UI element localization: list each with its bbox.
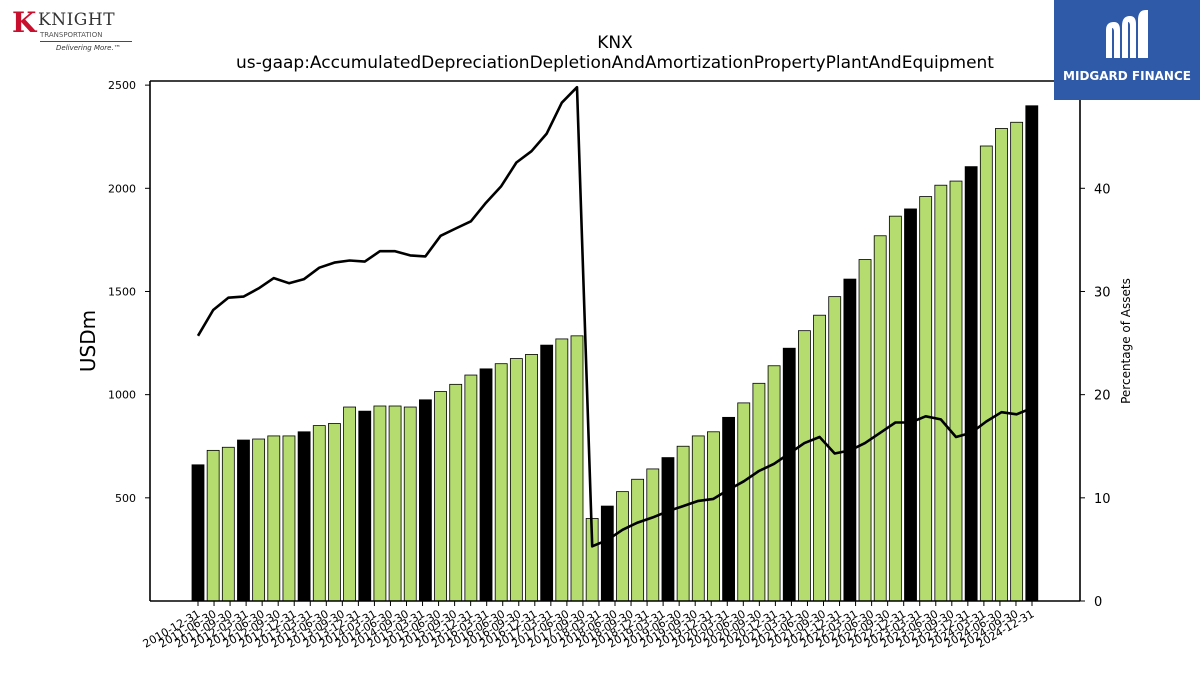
bar-2024-06-30 — [1010, 121, 1024, 602]
bar-2013-06-30 — [343, 406, 357, 602]
knight-logo-rule — [40, 41, 132, 42]
knight-transportation-logo: K KNIGHT TRANSPORTATION Delivering More.… — [12, 8, 132, 56]
bar-2016-09-30 — [540, 344, 554, 602]
y2-tick-label: 40 — [1094, 182, 1111, 197]
bar-2017-09-30 — [600, 505, 614, 602]
axes-layer: 5001000150020002500010203040502010-12-31… — [108, 79, 1111, 650]
bar-2012-06-30 — [282, 435, 296, 602]
bar-2016-03-31 — [509, 358, 523, 602]
bar-2011-12-31 — [252, 438, 266, 602]
y-axis-label: USDm — [76, 310, 100, 372]
bar-2019-03-31 — [691, 435, 705, 602]
y-tick-label: 2000 — [108, 182, 136, 195]
bar-2017-03-31 — [570, 335, 584, 602]
y2-tick-label: 10 — [1094, 492, 1111, 507]
bar-2015-03-31 — [449, 383, 463, 602]
y-tick-label: 2500 — [108, 79, 136, 92]
bar-2011-06-30 — [221, 446, 235, 602]
bar-2020-12-31 — [798, 330, 811, 602]
midgard-finance-logo: MIDGARD FINANCE — [1054, 0, 1200, 100]
bar-2018-06-30 — [646, 468, 660, 602]
bar-2020-03-31 — [752, 382, 766, 602]
bar-2020-09-30 — [782, 347, 796, 602]
line-layer — [196, 85, 1033, 548]
bar-2012-09-30 — [297, 431, 311, 602]
bar-2013-09-30 — [358, 410, 372, 602]
bar-2024-03-31 — [995, 128, 1008, 602]
bar-2014-12-31 — [434, 391, 447, 602]
bar-2015-09-30 — [479, 368, 493, 602]
bar-2019-12-31 — [737, 402, 751, 602]
bar-2014-06-30 — [403, 406, 417, 602]
bar-2019-06-30 — [707, 431, 720, 602]
midgard-mark-icon — [1106, 10, 1148, 58]
bar-2017-12-31 — [616, 491, 629, 602]
bar-2016-06-30 — [525, 354, 538, 602]
y-tick-label: 1000 — [108, 389, 136, 402]
chart-title: KNX — [597, 33, 633, 53]
bar-2018-03-31 — [631, 478, 645, 602]
bar-2018-12-31 — [676, 445, 690, 602]
percentage-line — [196, 85, 1033, 548]
y2-axis-label: Percentage of Assets — [1119, 278, 1133, 404]
bar-2024-09-30 — [1025, 105, 1039, 602]
knight-logo-sub: TRANSPORTATION — [40, 31, 103, 39]
bar-2012-12-31 — [312, 425, 326, 602]
bar-2023-06-30 — [949, 180, 963, 602]
bar-2023-09-30 — [964, 166, 978, 602]
bar-2021-12-31 — [858, 259, 872, 602]
y2-tick-label: 30 — [1094, 285, 1111, 300]
bar-2022-03-31 — [873, 235, 887, 602]
bar-2013-12-31 — [373, 405, 387, 602]
y2-tick-label: 20 — [1094, 389, 1111, 404]
chart-subtitle: us-gaap:AccumulatedDepreciationDepletion… — [236, 53, 994, 73]
bar-2015-12-31 — [494, 363, 508, 602]
bar-2018-09-30 — [661, 457, 675, 602]
bar-2021-09-30 — [843, 278, 857, 602]
bar-2020-06-30 — [767, 365, 781, 602]
bar-2022-06-30 — [888, 215, 902, 602]
bar-2014-03-31 — [388, 405, 402, 602]
bar-2014-09-30 — [418, 399, 432, 602]
bar-2013-03-31 — [328, 423, 341, 602]
knight-k-mark: K — [12, 6, 37, 39]
bar-2015-06-30 — [464, 374, 478, 602]
bar-2023-12-31 — [979, 145, 993, 602]
y2-tick-label: 0 — [1094, 595, 1102, 610]
bar-2021-03-31 — [813, 314, 826, 602]
bar-2010-12-31 — [191, 464, 205, 602]
bar-2019-09-30 — [722, 416, 735, 602]
midgard-logo-name: MIDGARD FINANCE — [1063, 69, 1191, 83]
knight-logo-name: KNIGHT — [38, 10, 116, 30]
knight-logo-tagline: Delivering More.™ — [56, 44, 121, 52]
bar-2016-12-31 — [555, 338, 569, 602]
bars-layer — [191, 105, 1039, 602]
bar-2022-12-31 — [919, 196, 933, 602]
y-tick-label: 1500 — [108, 285, 136, 298]
bar-2011-09-30 — [237, 439, 250, 602]
bar-2022-09-30 — [904, 208, 917, 602]
bar-2011-03-31 — [206, 449, 220, 602]
bar-2023-03-31 — [934, 184, 948, 602]
y-tick-label: 500 — [115, 492, 136, 505]
bar-2012-03-31 — [267, 435, 281, 602]
